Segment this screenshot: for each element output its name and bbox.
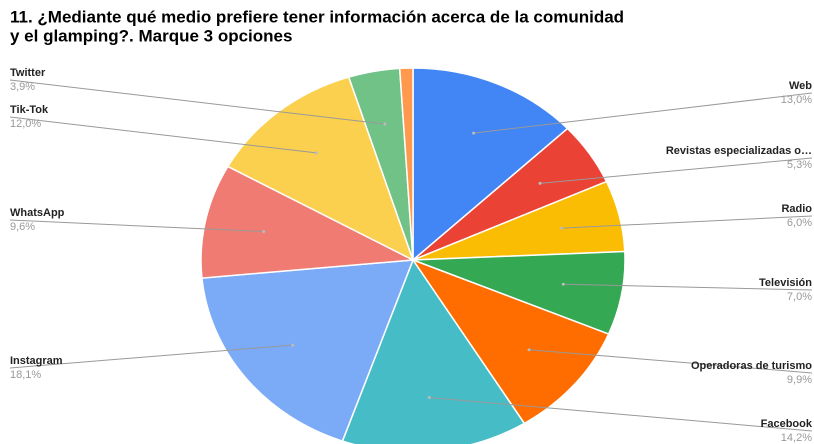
pie-slice — [200, 165, 416, 279]
leader-dot — [383, 122, 387, 126]
slice-label: Revistas especializadas o… — [666, 145, 812, 157]
slice-label: WhatsApp — [10, 207, 65, 219]
slice-label: Web — [789, 80, 812, 92]
slice-label: Radio — [781, 203, 812, 215]
leader-line — [529, 349, 813, 374]
slice-value: 5,3% — [787, 159, 812, 171]
slice-label: Operadoras de turismo — [691, 360, 812, 372]
slice-value: 7,0% — [787, 291, 812, 303]
leader-dot — [472, 131, 476, 135]
slice-value: 3,9% — [10, 81, 35, 93]
slice-label: Tik-Tok — [10, 104, 49, 116]
leader-dot — [560, 226, 564, 230]
slice-value: 6,0% — [787, 217, 812, 229]
slice-value: 9,6% — [10, 221, 35, 233]
pie-slice — [201, 259, 415, 442]
slice-label: Instagram — [10, 355, 63, 367]
slice-label: Twitter — [10, 67, 46, 79]
leader-dot — [561, 282, 565, 286]
leader-dot — [427, 395, 431, 399]
slice-value: 12,0% — [10, 118, 41, 130]
leader-line — [9, 344, 293, 369]
slice-value: 9,9% — [787, 374, 812, 386]
leader-dot — [262, 230, 266, 234]
leader-dot — [527, 348, 531, 352]
leader-line — [563, 283, 813, 291]
leader-line — [9, 116, 317, 154]
leader-dot — [538, 181, 542, 185]
pie-slice — [398, 67, 414, 261]
chart-title: y el glamping?. Marque 3 opciones — [10, 26, 292, 45]
leader-line — [9, 79, 385, 125]
slice-value: 18,1% — [10, 369, 41, 381]
leader-dot — [291, 343, 295, 347]
pie-slice — [412, 67, 569, 262]
leader-dot — [314, 151, 318, 155]
leader-line — [9, 219, 264, 233]
slice-label: Facebook — [761, 418, 813, 430]
pie-slice — [341, 258, 526, 444]
leader-line — [473, 92, 813, 134]
leader-line — [561, 215, 813, 229]
leader-line — [429, 396, 813, 432]
slice-label: Televisión — [759, 277, 812, 289]
pie-slice — [411, 258, 610, 425]
chart-title: 11. ¿Mediante qué medio prefiere tener i… — [10, 7, 624, 26]
slice-value: 13,0% — [781, 94, 812, 106]
leader-line — [540, 157, 813, 184]
slice-value: 14,2% — [781, 432, 812, 444]
